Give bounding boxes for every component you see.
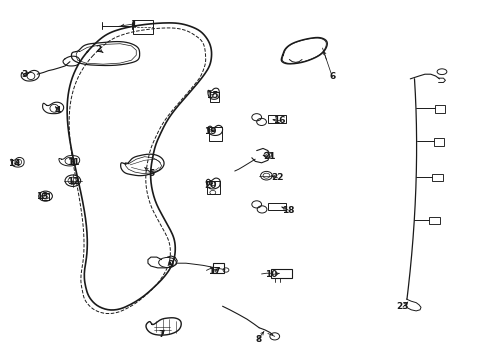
Text: 12: 12 — [66, 177, 79, 186]
Text: 20: 20 — [204, 180, 216, 189]
Bar — [431, 174, 442, 181]
Text: 1: 1 — [130, 19, 136, 28]
Bar — [267, 116, 286, 123]
Bar — [209, 127, 221, 141]
Bar — [433, 138, 444, 145]
Bar — [212, 263, 223, 273]
Text: 22: 22 — [271, 174, 284, 183]
Text: 16: 16 — [273, 116, 285, 125]
Text: 10: 10 — [264, 270, 277, 279]
Bar — [428, 217, 439, 225]
Text: 8: 8 — [255, 335, 261, 344]
Text: 15: 15 — [205, 91, 218, 100]
Text: 18: 18 — [282, 206, 294, 215]
Text: 21: 21 — [263, 152, 276, 161]
Text: 13: 13 — [36, 192, 48, 201]
Text: 7: 7 — [158, 330, 164, 339]
Bar — [207, 181, 219, 194]
Bar — [210, 92, 219, 102]
Text: 3: 3 — [21, 70, 27, 79]
Text: 17: 17 — [207, 267, 220, 276]
Text: 9: 9 — [167, 260, 173, 269]
Bar — [133, 20, 153, 34]
Text: 23: 23 — [396, 302, 408, 311]
Text: 14: 14 — [8, 159, 20, 168]
Text: 11: 11 — [66, 158, 79, 167]
Text: 4: 4 — [55, 105, 61, 114]
Bar — [434, 105, 445, 113]
Bar — [271, 269, 291, 278]
Text: 2: 2 — [95, 45, 101, 54]
Text: 6: 6 — [328, 72, 335, 81]
Bar — [267, 203, 286, 211]
Text: 5: 5 — [148, 169, 155, 178]
Bar — [42, 193, 49, 200]
Text: 19: 19 — [203, 127, 216, 136]
